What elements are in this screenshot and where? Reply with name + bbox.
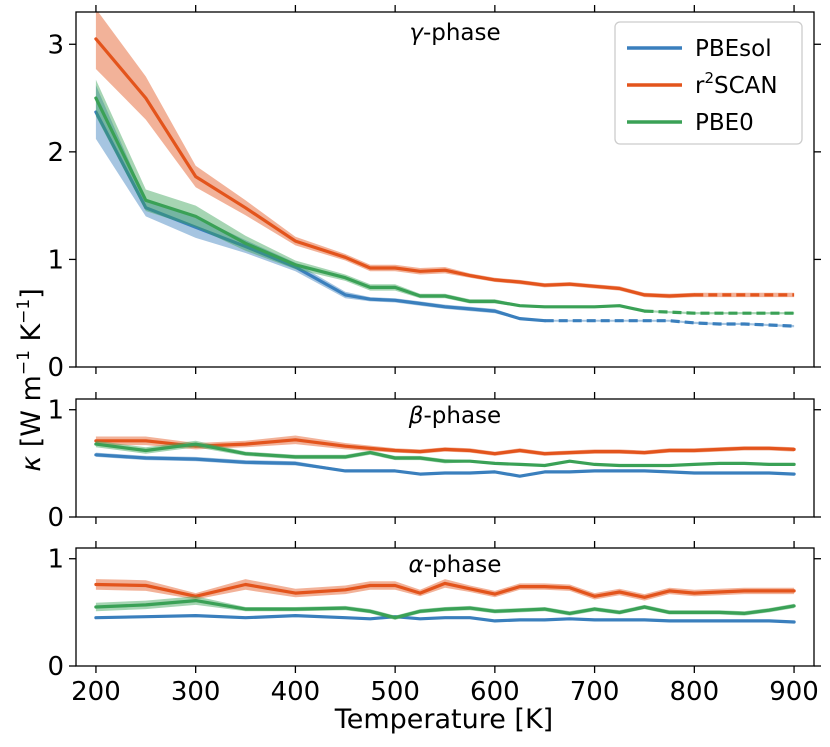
line-r2scan-panel-3 — [94, 581, 796, 599]
ytick-label: 1 — [47, 545, 64, 575]
panel-2-plot-area — [94, 435, 796, 478]
xtick-label: 800 — [670, 677, 720, 707]
panel-1: 0 1 2 3 γ-phase — [47, 5, 821, 383]
xtick-label: 900 — [769, 677, 819, 707]
ytick-label: 1 — [47, 245, 64, 275]
line-r2scan-panel-2 — [94, 438, 796, 456]
legend-label-pbe0: PBE0 — [695, 110, 754, 136]
panel-2: 0 1 β-phase — [47, 392, 821, 533]
panel-1-plot-area — [94, 12, 795, 328]
line-pbesol-panel-3 — [94, 613, 796, 624]
ytick-label: 1 — [47, 396, 64, 426]
line-pbe0-extrapolated-panel-1 — [644, 309, 795, 315]
ytick-label: 3 — [47, 30, 64, 60]
panel-3: 0 1 200 300 400 500 600 700 800 900 α-phase — [47, 541, 821, 707]
xtick-label: 300 — [171, 677, 221, 707]
legend-box — [614, 21, 803, 145]
panel-3-title: α-phase — [409, 552, 502, 578]
line-pbe0-panel-2 — [94, 442, 796, 468]
panel-3-frame — [75, 547, 815, 667]
panel-2-title: β-phase — [408, 403, 501, 429]
panel-3-plot-area — [94, 579, 796, 624]
panel-title-symbol: γ — [409, 20, 424, 46]
ytick-label: 0 — [47, 503, 64, 533]
panel-2-frame — [75, 398, 815, 518]
line-pbe0-panel-3 — [94, 598, 796, 620]
legend-label-r2scan: r2SCAN — [695, 69, 778, 99]
panel-title-text: -phase — [424, 552, 502, 578]
xtick-label: 600 — [470, 677, 520, 707]
ytick-label: 0 — [47, 353, 64, 383]
legend-label-pbesol: PBEsol — [695, 36, 772, 62]
ytick-label: 0 — [47, 652, 64, 682]
panel-title-symbol: α — [409, 552, 424, 578]
panel-title-symbol: β — [408, 403, 424, 429]
xtick-label: 200 — [71, 677, 121, 707]
line-r2scan-panel-1 — [94, 37, 696, 298]
band-r2scan-panel-3 — [95, 579, 795, 601]
panel-1-title: γ-phase — [409, 20, 500, 46]
xtick-label: 700 — [570, 677, 620, 707]
line-pbesol-panel-1 — [94, 110, 547, 323]
x-axis-label: Temperature [K] — [334, 704, 553, 735]
line-pbe0-panel-1 — [94, 96, 647, 313]
xtick-label: 400 — [271, 677, 321, 707]
panel-1-frame — [75, 11, 815, 368]
panel-title-text: -phase — [423, 403, 501, 429]
legend: PBEsol r2SCAN PBE0 — [614, 21, 803, 145]
band-r2scan-panel-1 — [95, 12, 795, 299]
y-axis-label: κ [W m−1 K−1] — [14, 288, 47, 472]
panel-title-text: -phase — [423, 20, 501, 46]
xtick-label: 500 — [370, 677, 420, 707]
ytick-label: 2 — [47, 138, 64, 168]
line-pbesol-panel-2 — [94, 453, 796, 478]
